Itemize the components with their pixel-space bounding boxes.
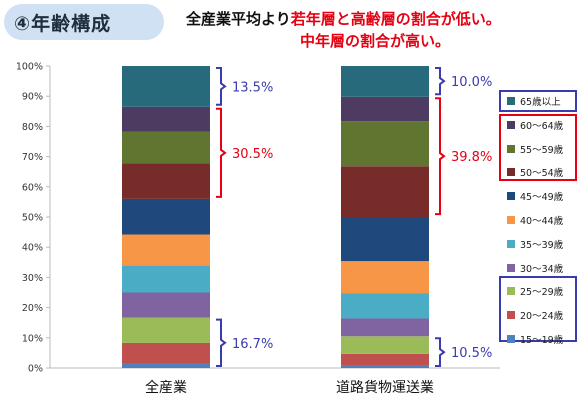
bar-segment bbox=[341, 336, 429, 354]
legend-swatch bbox=[507, 263, 515, 272]
bar-segment bbox=[122, 234, 210, 266]
legend-swatch bbox=[507, 239, 515, 248]
y-tick-label: 80% bbox=[22, 122, 43, 133]
legend-item: 15〜19歳 bbox=[507, 329, 563, 349]
legend-item: 60〜64歳 bbox=[507, 115, 563, 135]
legend-item: 20〜24歳 bbox=[507, 305, 563, 325]
headline-red-text: 若年層と高齢層の割合が低い。 bbox=[290, 10, 501, 28]
y-tick-label: 50% bbox=[22, 213, 43, 224]
bar-segment bbox=[122, 198, 210, 235]
legend-item: 30〜34歳 bbox=[507, 258, 563, 278]
annotation-label: 39.8% bbox=[451, 150, 492, 165]
section-title-badge: ④年齢構成 bbox=[4, 4, 164, 40]
x-category-label: 全産業 bbox=[145, 379, 187, 396]
y-tick-label: 10% bbox=[22, 333, 43, 344]
y-tick-label: 0% bbox=[28, 364, 43, 375]
bar-segment bbox=[341, 365, 429, 368]
annotation-bracket bbox=[435, 97, 446, 216]
bar-segment bbox=[341, 66, 429, 97]
y-tick-label: 90% bbox=[22, 92, 43, 103]
bar-segment bbox=[341, 353, 429, 366]
legend-swatch bbox=[507, 120, 515, 129]
annotation-bracket bbox=[216, 107, 227, 198]
annotation-label: 10.0% bbox=[451, 75, 492, 90]
bar-segment bbox=[122, 317, 210, 343]
section-title: ④年齢構成 bbox=[14, 12, 112, 35]
legend-label: 25〜29歳 bbox=[520, 287, 564, 299]
legend-item: 25〜29歳 bbox=[507, 281, 563, 301]
bar-segment bbox=[341, 318, 429, 337]
legend-swatch bbox=[507, 144, 515, 153]
legend-label: 55〜59歳 bbox=[520, 144, 564, 156]
bar-segment bbox=[341, 217, 429, 262]
headline-line-1: 全産業平均より若年層と高齢層の割合が低い。 bbox=[186, 8, 501, 29]
legend-swatch bbox=[507, 97, 515, 105]
legend-swatch bbox=[507, 287, 515, 296]
bar-segment bbox=[341, 121, 429, 167]
annotation-bracket bbox=[435, 67, 446, 96]
bar-segment bbox=[122, 292, 210, 318]
legend-swatch bbox=[507, 216, 515, 224]
legend-label: 40〜44歳 bbox=[520, 216, 564, 227]
legend-swatch bbox=[507, 168, 515, 177]
bar-segment bbox=[122, 265, 210, 293]
legend-label: 65歳以上 bbox=[520, 97, 561, 108]
y-tick-label: 70% bbox=[22, 152, 43, 163]
y-tick-label: 30% bbox=[22, 273, 43, 284]
legend-item: 50〜54歳 bbox=[507, 162, 563, 182]
legend-label: 15〜19歳 bbox=[520, 335, 564, 346]
legend-highlight-youth bbox=[499, 276, 577, 342]
legend-item: 35〜39歳 bbox=[507, 234, 563, 254]
legend-item: 40〜44歳 bbox=[507, 210, 563, 230]
x-category-label: 道路貨物運送業 bbox=[336, 379, 434, 396]
y-tick-label: 60% bbox=[22, 182, 43, 193]
legend-swatch bbox=[507, 192, 515, 201]
y-tick-label: 40% bbox=[22, 243, 43, 254]
legend-label: 60〜64歳 bbox=[520, 120, 564, 132]
legend-label: 45〜49歳 bbox=[520, 192, 564, 204]
legend-swatch bbox=[507, 311, 515, 320]
legend-label: 35〜39歳 bbox=[520, 239, 564, 251]
annotation-bracket bbox=[435, 337, 446, 367]
legend-highlight-middle-age bbox=[499, 114, 577, 181]
bar-segment bbox=[122, 106, 210, 132]
legend-highlight-senior bbox=[499, 90, 577, 112]
legend-item: 45〜49歳 bbox=[507, 186, 563, 206]
headline-black-text: 全産業平均より bbox=[186, 10, 291, 28]
legend-label: 20〜24歳 bbox=[520, 311, 564, 323]
legend-swatch bbox=[507, 335, 515, 343]
bar-segment bbox=[341, 293, 429, 319]
legend-label: 30〜34歳 bbox=[520, 263, 564, 275]
annotation-label: 13.5% bbox=[232, 80, 273, 95]
annotation-bracket bbox=[216, 318, 227, 367]
bar-segment bbox=[122, 163, 210, 199]
bar-segment bbox=[122, 342, 210, 364]
bar-segment bbox=[341, 166, 429, 217]
bar-segment bbox=[341, 261, 429, 294]
y-tick-label: 100% bbox=[16, 62, 43, 73]
y-tick-label: 20% bbox=[22, 303, 43, 314]
legend-item: 65歳以上 bbox=[507, 91, 561, 111]
bar-segment bbox=[122, 131, 210, 164]
legend-item: 55〜59歳 bbox=[507, 139, 563, 159]
annotation-label: 30.5% bbox=[232, 147, 273, 162]
headline-line-2: 中年層の割合が高い。 bbox=[300, 30, 450, 51]
headline-red-text-2: 中年層の割合が高い。 bbox=[300, 32, 451, 50]
bar-segment bbox=[122, 66, 210, 107]
annotation-label: 16.7% bbox=[232, 337, 273, 352]
legend-label: 50〜54歳 bbox=[520, 168, 564, 180]
annotation-bracket bbox=[216, 67, 227, 106]
bar-segment bbox=[122, 363, 210, 368]
bar-segment bbox=[341, 96, 429, 122]
annotation-label: 10.5% bbox=[451, 346, 492, 361]
